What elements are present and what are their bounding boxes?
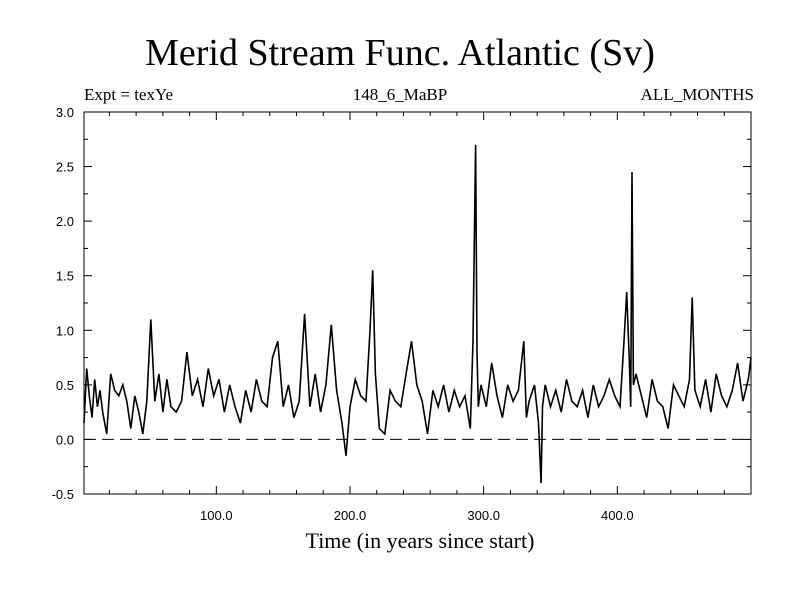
x-tick-label: 200.0 [334,508,367,523]
y-tick-label: 1.0 [56,323,74,338]
y-tick-label: -0.5 [52,487,74,502]
plot-frame [83,111,752,495]
experiment-label: Expt = texYe [84,85,174,104]
x-axis: 100.0 200.0 300.0 400.0 [108,112,725,523]
y-tick-label: 0.5 [56,378,74,393]
y-tick-label: 1.5 [56,269,74,284]
y-axis: -0.5 0.0 0.5 1.0 1.5 2.0 2.5 3.0 [52,105,751,502]
x-axis-label: Time (in years since start) [305,528,535,553]
chart-title: Merid Stream Func. Atlantic (Sv) [145,32,655,74]
experiment-id-label: 148_6_MaBP [352,85,448,104]
y-tick-label: 2.5 [56,160,74,175]
months-label: ALL_MONTHS [640,85,754,104]
x-tick-label: 300.0 [467,508,500,523]
x-tick-label: 100.0 [200,508,233,523]
y-tick-label: 2.0 [56,214,74,229]
series-line [83,144,752,484]
y-tick-label: 0.0 [56,432,74,447]
y-tick-label: 3.0 [56,105,74,120]
x-tick-label: 400.0 [601,508,634,523]
